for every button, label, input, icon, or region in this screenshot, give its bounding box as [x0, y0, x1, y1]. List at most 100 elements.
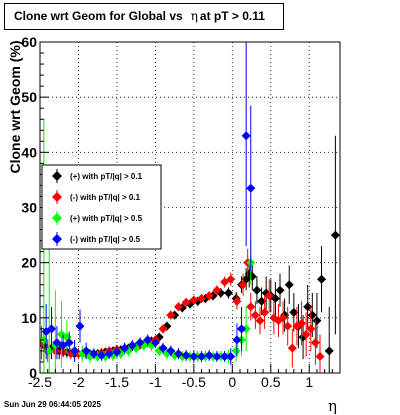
data-point	[204, 350, 214, 360]
data-point	[231, 346, 241, 356]
x-tick-label: -2.5	[28, 374, 52, 390]
y-tick-label: 10	[21, 310, 37, 326]
legend-label: (-) with pT/|q| > 0.5	[70, 235, 141, 244]
data-point	[181, 297, 191, 307]
data-point	[232, 335, 242, 345]
data-point	[252, 285, 262, 295]
data-point	[197, 351, 207, 361]
data-point	[189, 295, 199, 305]
data-point	[306, 324, 316, 334]
data-point	[283, 321, 293, 331]
data-point	[297, 318, 307, 328]
data-point	[226, 351, 236, 361]
series-layer	[40, 42, 340, 373]
title-prefix: Clone wrt Geom for Global vs	[14, 9, 183, 23]
timestamp: Sun Jun 29 06:44:05 2025	[4, 400, 101, 409]
data-point	[250, 310, 260, 320]
data-point	[310, 338, 320, 348]
data-point	[241, 131, 251, 141]
data-point	[315, 351, 325, 361]
y-tick-label: 0	[29, 365, 37, 381]
legend-entry: (+) with pT/|q| > 0.1	[52, 169, 143, 183]
data-point	[97, 350, 107, 360]
series-4	[41, 42, 256, 365]
x-tick-label: 1	[305, 374, 313, 390]
legend-label: (+) with pT/|q| > 0.5	[70, 214, 143, 223]
data-point	[330, 230, 340, 240]
data-point	[241, 324, 251, 334]
legend-marker	[52, 192, 62, 202]
data-point	[260, 307, 270, 317]
data-point	[70, 346, 80, 356]
legend-label: (-) with pT/|q| > 0.1	[70, 193, 141, 202]
chart-title: Clone wrt Geom for Global vs η at pT > 0.1…	[4, 3, 284, 30]
data-point	[89, 349, 99, 359]
data-point	[232, 296, 242, 306]
data-point	[64, 338, 74, 348]
data-point	[237, 324, 247, 334]
y-tick-label: 20	[21, 255, 37, 271]
x-tick-label: 0	[228, 374, 236, 390]
data-point	[246, 302, 256, 312]
y-axis-label: Clone wrt Geom (%)	[7, 40, 23, 173]
y-tick-label: 60	[21, 34, 37, 50]
data-point	[303, 302, 313, 312]
legend-entry: (+) with pT/|q| > 0.5	[52, 211, 143, 225]
data-point	[47, 324, 57, 334]
data-point	[120, 343, 130, 353]
legend-marker	[52, 171, 62, 181]
y-tick-label: 30	[21, 200, 37, 216]
x-tick-label: -2	[72, 374, 85, 390]
data-point	[204, 291, 214, 301]
data-point	[257, 296, 267, 306]
data-point	[278, 313, 288, 323]
data-point	[238, 280, 248, 290]
data-point	[166, 310, 176, 320]
data-point	[212, 351, 222, 361]
data-point	[112, 347, 122, 357]
data-point	[255, 316, 265, 326]
x-tick-label: -1	[149, 374, 162, 390]
data-point	[127, 340, 137, 350]
data-point	[181, 350, 191, 360]
data-point	[197, 294, 207, 304]
data-point	[135, 338, 145, 348]
legend-box	[41, 164, 162, 250]
y-tick-label: 50	[21, 89, 37, 105]
data-point	[166, 346, 176, 356]
x-axis-label: η	[328, 397, 337, 415]
data-point	[307, 310, 317, 320]
title-suffix: at pT > 0.11	[199, 9, 265, 23]
data-point	[223, 288, 233, 298]
data-point	[40, 335, 49, 345]
data-point	[81, 346, 91, 356]
data-point	[287, 343, 297, 353]
legend-marker	[52, 213, 62, 223]
data-point	[173, 302, 183, 312]
y-tick-label: 40	[21, 144, 37, 160]
data-point	[150, 338, 160, 348]
data-point	[143, 335, 153, 345]
data-point	[212, 285, 222, 295]
data-point	[301, 329, 311, 339]
data-point	[104, 349, 114, 359]
data-point	[189, 351, 199, 361]
data-point	[226, 274, 236, 284]
data-point	[324, 346, 334, 356]
data-point	[289, 307, 299, 317]
data-point	[246, 183, 256, 193]
data-point	[317, 274, 327, 284]
data-point	[158, 324, 168, 334]
data-point	[75, 321, 85, 331]
legend: (+) with pT/|q| > 0.1 (-) with pT/|q| > 0…	[41, 164, 162, 250]
x-tick-label: -1.5	[105, 374, 129, 390]
data-point	[312, 316, 322, 326]
title-eta: η	[190, 9, 198, 23]
data-point	[264, 291, 274, 301]
legend-entry: (-) with pT/|q| > 0.1	[52, 190, 141, 204]
data-point	[173, 349, 183, 359]
x-tick-label: -0.5	[182, 374, 206, 390]
data-point	[247, 271, 257, 281]
